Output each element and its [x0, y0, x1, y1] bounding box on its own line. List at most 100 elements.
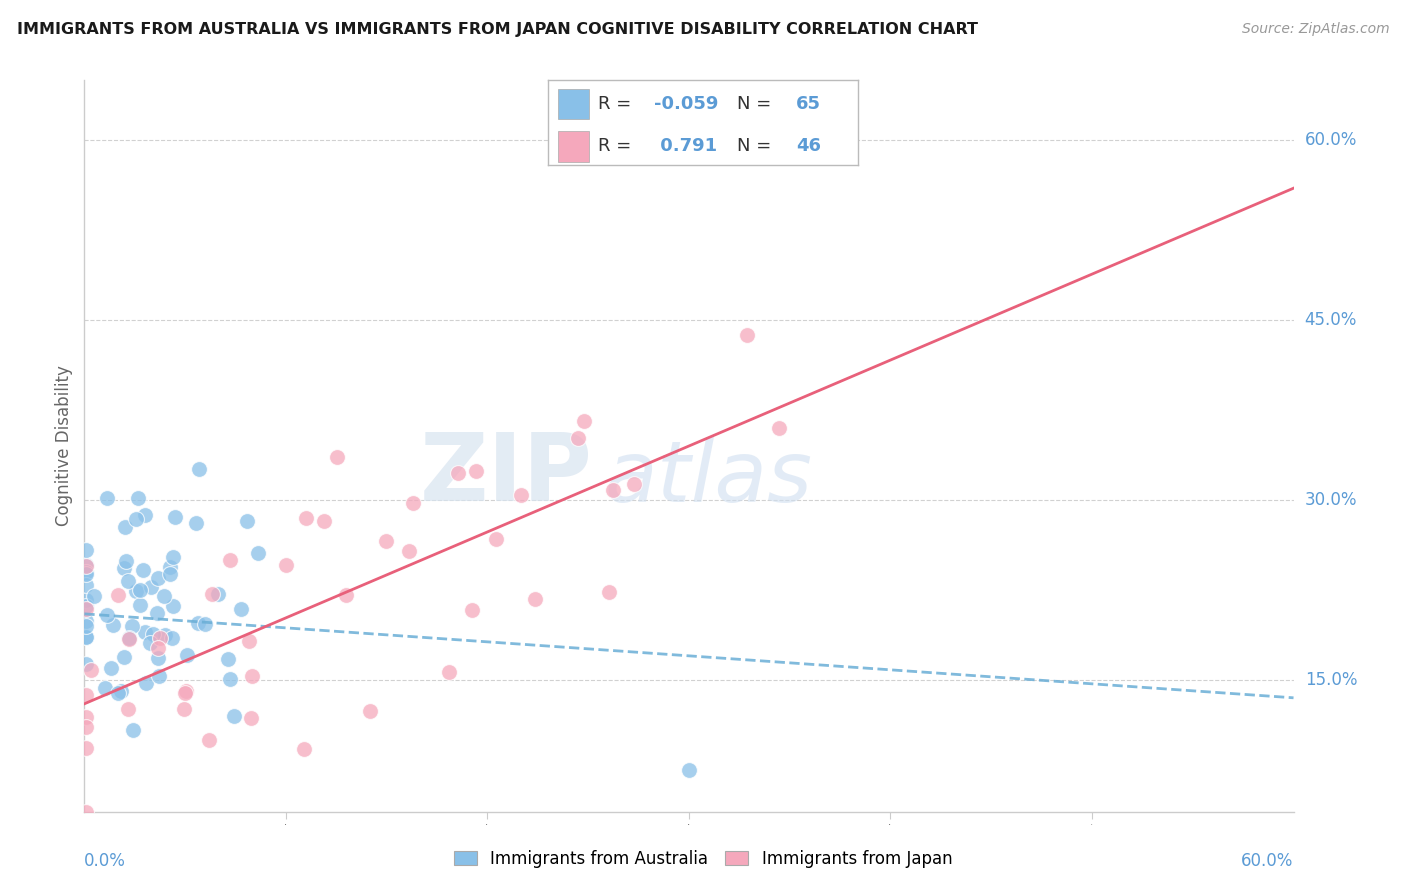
- Point: [236, 514, 259, 528]
- Point: [127, 491, 149, 506]
- Point: [207, 587, 229, 601]
- Point: [485, 532, 508, 546]
- Point: [218, 553, 240, 567]
- Point: [240, 711, 263, 725]
- Point: [359, 704, 381, 718]
- Point: [125, 584, 148, 599]
- Point: [402, 496, 425, 510]
- Point: [75, 602, 97, 616]
- Point: [231, 602, 253, 616]
- Text: 60.0%: 60.0%: [1305, 131, 1357, 149]
- FancyBboxPatch shape: [558, 89, 589, 120]
- Point: [567, 431, 589, 445]
- Point: [75, 741, 97, 756]
- Point: [162, 550, 184, 565]
- Point: [238, 634, 260, 648]
- Point: [96, 491, 118, 505]
- Point: [121, 618, 143, 632]
- Point: [128, 582, 150, 597]
- Point: [134, 508, 156, 523]
- Text: 45.0%: 45.0%: [1305, 311, 1357, 329]
- Point: [768, 421, 790, 435]
- Text: Source: ZipAtlas.com: Source: ZipAtlas.com: [1241, 22, 1389, 37]
- Point: [75, 630, 97, 644]
- Text: 30.0%: 30.0%: [1305, 491, 1357, 509]
- Point: [187, 615, 209, 630]
- Point: [118, 632, 141, 646]
- Point: [129, 598, 152, 612]
- Point: [131, 563, 153, 577]
- Legend: Immigrants from Australia, Immigrants from Japan: Immigrants from Australia, Immigrants fr…: [447, 844, 959, 875]
- Point: [572, 414, 595, 428]
- Point: [176, 648, 198, 662]
- Text: 46: 46: [796, 137, 821, 155]
- Text: N =: N =: [737, 95, 778, 113]
- Point: [187, 462, 209, 476]
- Point: [465, 464, 488, 478]
- Point: [75, 567, 97, 582]
- Point: [83, 589, 105, 603]
- Point: [96, 607, 118, 622]
- Point: [75, 558, 97, 573]
- Point: [447, 467, 470, 481]
- Point: [165, 510, 187, 524]
- Point: [176, 684, 198, 698]
- Point: [146, 650, 169, 665]
- Text: 65: 65: [796, 95, 821, 113]
- Point: [75, 710, 97, 724]
- Y-axis label: Cognitive Disability: Cognitive Disability: [55, 366, 73, 526]
- Text: IMMIGRANTS FROM AUSTRALIA VS IMMIGRANTS FROM JAPAN COGNITIVE DISABILITY CORRELAT: IMMIGRANTS FROM AUSTRALIA VS IMMIGRANTS …: [17, 22, 977, 37]
- Point: [194, 616, 217, 631]
- Text: 0.0%: 0.0%: [84, 852, 127, 870]
- Point: [103, 618, 125, 632]
- Point: [75, 565, 97, 579]
- Text: 15.0%: 15.0%: [1305, 671, 1357, 689]
- Point: [80, 663, 103, 677]
- Point: [184, 516, 207, 530]
- Point: [276, 558, 298, 573]
- Point: [75, 631, 97, 645]
- Point: [155, 628, 177, 642]
- Point: [75, 559, 97, 574]
- Point: [125, 512, 148, 526]
- Point: [107, 588, 129, 602]
- Point: [146, 607, 169, 621]
- Point: [146, 640, 169, 655]
- Point: [153, 589, 176, 603]
- Point: [398, 543, 420, 558]
- Point: [510, 488, 533, 502]
- Point: [75, 593, 97, 607]
- Text: 0.791: 0.791: [654, 137, 717, 155]
- Point: [735, 327, 758, 342]
- Point: [162, 599, 184, 613]
- Point: [174, 686, 197, 700]
- Point: [159, 560, 181, 574]
- Point: [75, 689, 97, 703]
- Point: [217, 652, 239, 666]
- Text: N =: N =: [737, 137, 778, 155]
- Point: [110, 683, 132, 698]
- Point: [292, 742, 315, 756]
- Point: [75, 619, 97, 633]
- Text: ZIP: ZIP: [419, 429, 592, 521]
- Point: [335, 588, 357, 602]
- Point: [75, 720, 97, 734]
- Point: [75, 599, 97, 613]
- Point: [117, 574, 139, 588]
- Point: [135, 676, 157, 690]
- Point: [295, 511, 318, 525]
- Point: [94, 681, 117, 696]
- Point: [247, 546, 270, 560]
- Point: [75, 543, 97, 558]
- Point: [159, 566, 181, 581]
- Point: [148, 571, 170, 585]
- Point: [117, 702, 139, 716]
- Point: [139, 635, 162, 649]
- Point: [198, 732, 221, 747]
- Point: [118, 632, 141, 646]
- Point: [75, 577, 97, 591]
- Point: [439, 665, 461, 680]
- Point: [75, 657, 97, 671]
- Text: atlas: atlas: [605, 437, 813, 520]
- Point: [602, 483, 624, 497]
